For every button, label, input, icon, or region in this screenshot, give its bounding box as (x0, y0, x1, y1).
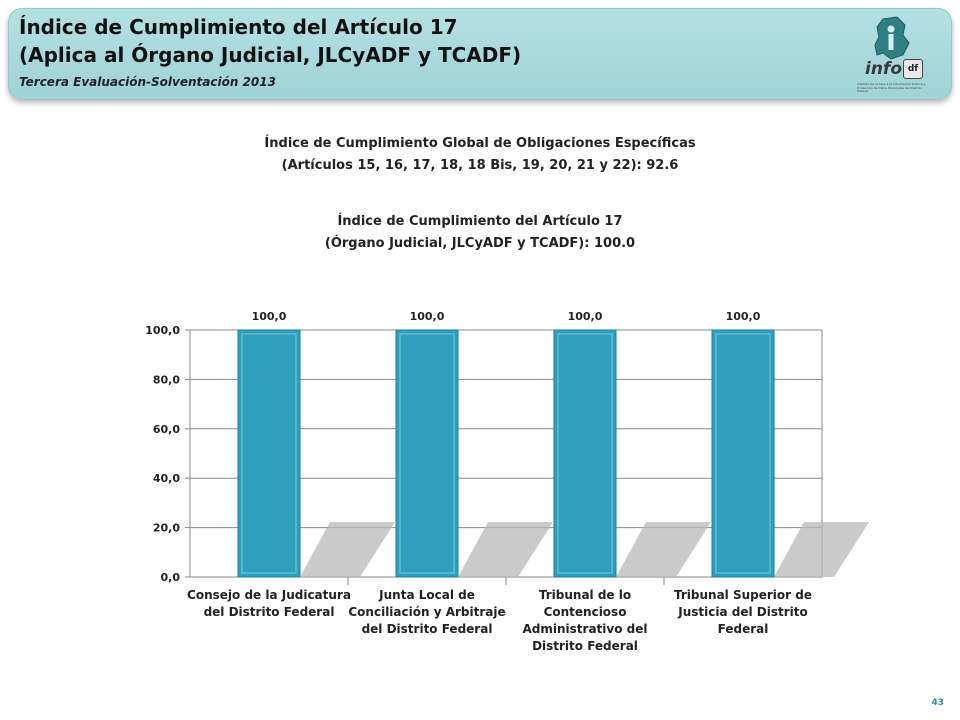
x-tick-label: Tribunal de lo (539, 588, 631, 602)
logo-df-badge: df (903, 59, 923, 79)
bar-shadow (774, 522, 869, 577)
bar-shadow (616, 522, 711, 577)
page-title-line2: (Aplica al Órgano Judicial, JLCyADF y TC… (19, 43, 522, 67)
y-tick-label: 80,0 (153, 373, 180, 386)
x-tick-label: Justicia del Distrito (677, 605, 808, 619)
x-tick-label: Administrativo del (523, 622, 648, 636)
bar-bevel (715, 333, 771, 574)
bar (711, 329, 775, 578)
bar (237, 329, 301, 578)
bar-bevel (399, 333, 455, 574)
header-banner: Índice de Cumplimiento del Artículo 17 (… (8, 8, 952, 100)
bar-bevel (557, 333, 613, 574)
article-index-title: Índice de Cumplimiento del Artículo 17 (337, 214, 623, 229)
y-tick-label: 100,0 (145, 324, 180, 337)
logo-fine-print: Instituto de Acceso a la Información Púb… (857, 83, 926, 93)
data-label: 100,0 (410, 310, 445, 323)
page-title-line1: Índice de Cumplimiento del Artículo 17 (19, 15, 458, 39)
y-tick-label: 60,0 (153, 423, 180, 436)
x-tick-label: Tribunal Superior de (674, 588, 812, 602)
data-label: 100,0 (726, 310, 761, 323)
bar (395, 329, 459, 578)
x-tick-label: del Distrito Federal (362, 622, 493, 636)
y-tick-label: 20,0 (153, 522, 180, 535)
global-index-value: (Artículos 15, 16, 17, 18, 18 Bis, 19, 2… (281, 158, 679, 173)
bar (553, 329, 617, 578)
page-number: 43 (931, 698, 944, 708)
y-tick-label: 40,0 (153, 472, 180, 485)
bar-shadow (300, 522, 395, 577)
data-label: 100,0 (252, 310, 287, 323)
x-tick-label: Conciliación y Arbitraje (348, 605, 505, 619)
page-subtitle: Tercera Evaluación-Solventación 2013 (19, 75, 276, 89)
bar-shadow (458, 522, 553, 577)
x-tick-label: Contencioso (544, 605, 627, 619)
x-tick-label: Junta Local de (378, 588, 475, 602)
x-tick-label: Federal (718, 622, 769, 636)
data-label: 100,0 (568, 310, 603, 323)
global-index-title: Índice de Cumplimiento Global de Obligac… (264, 136, 696, 151)
infodf-logo: info df Instituto de Acceso a la Informa… (853, 15, 933, 97)
bar-bevel (241, 333, 297, 574)
x-tick-label: Distrito Federal (532, 639, 638, 653)
map-emblem-icon (874, 16, 910, 60)
x-tick-label: Consejo de la Judicatura (187, 588, 351, 602)
y-tick-label: 0,0 (161, 571, 181, 584)
article-index-value: (Órgano Judicial, JLCyADF y TCADF): 100.… (324, 236, 636, 251)
x-tick-label: del Distrito Federal (204, 605, 335, 619)
logo-wordmark: info (865, 59, 903, 79)
